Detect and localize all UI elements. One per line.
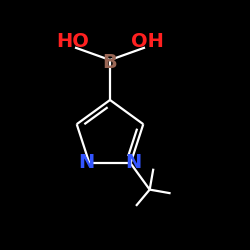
Text: HO: HO — [56, 32, 89, 51]
Text: OH: OH — [131, 32, 164, 51]
Text: N: N — [78, 152, 94, 172]
Text: B: B — [103, 53, 118, 72]
Text: N: N — [126, 152, 142, 172]
